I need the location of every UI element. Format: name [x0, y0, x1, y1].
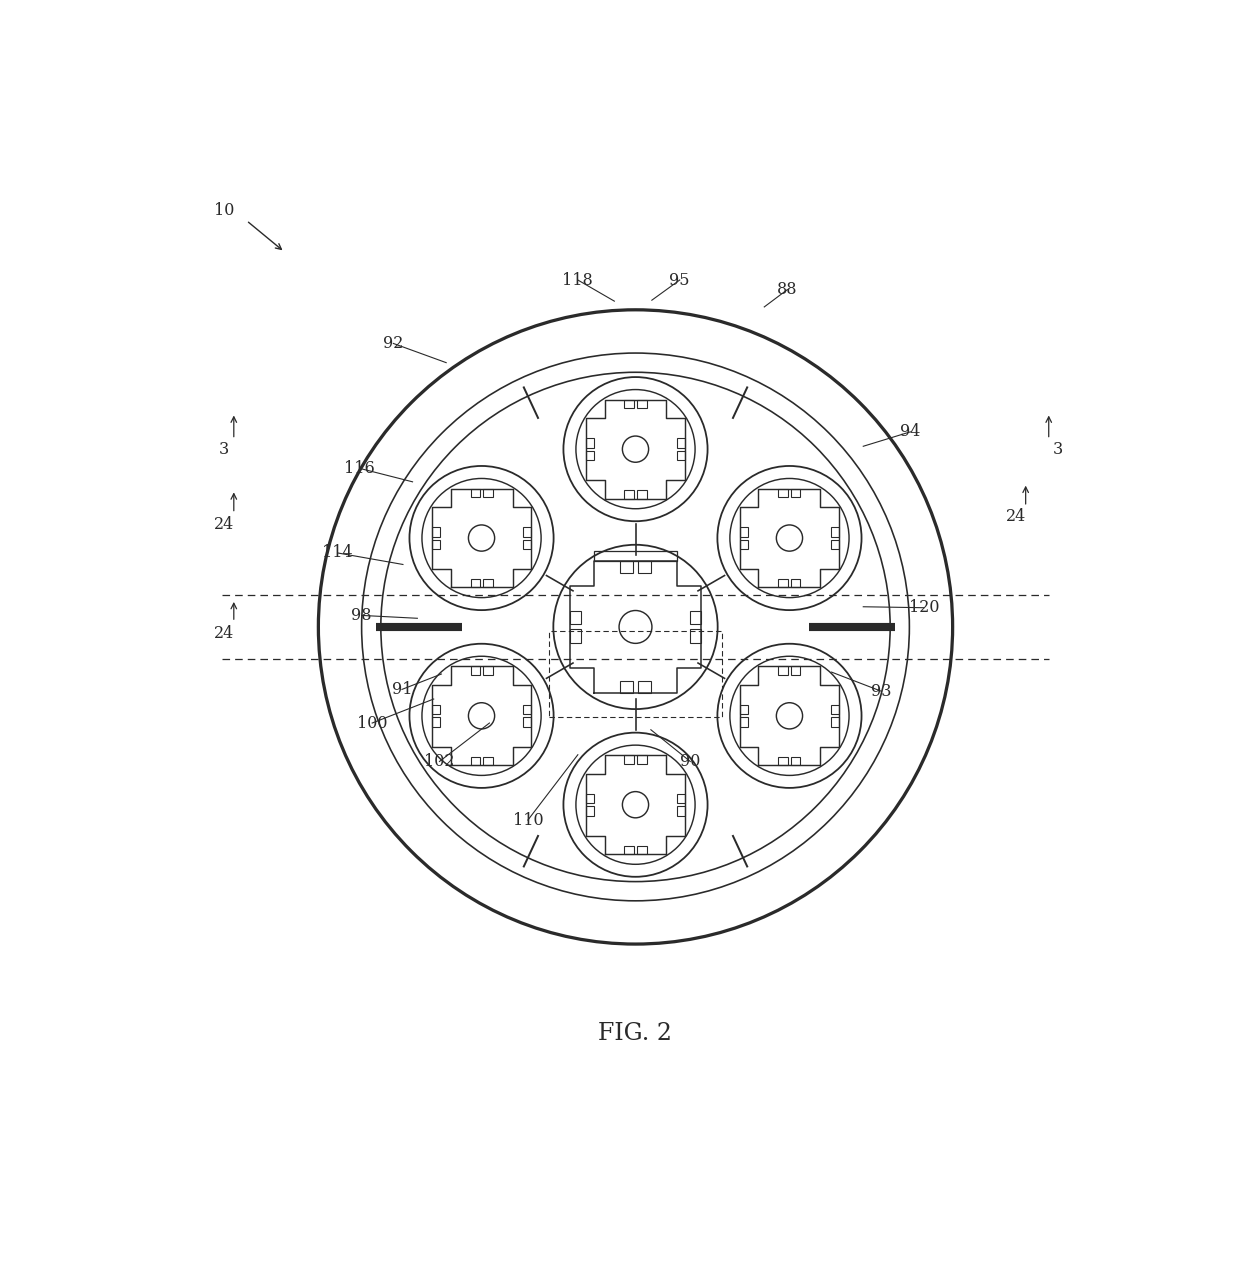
Bar: [484, 489, 492, 497]
Text: 3: 3: [219, 441, 229, 457]
Bar: [831, 705, 839, 714]
Bar: [470, 667, 480, 674]
Bar: [740, 718, 749, 726]
Bar: [522, 527, 531, 536]
Bar: [432, 527, 440, 536]
Bar: [569, 630, 582, 643]
Bar: [689, 611, 702, 625]
Text: 93: 93: [872, 683, 892, 700]
Text: 3: 3: [1053, 441, 1064, 457]
Text: 91: 91: [392, 681, 412, 698]
Text: FIG. 2: FIG. 2: [599, 1022, 672, 1045]
Bar: [625, 756, 634, 763]
Text: 98: 98: [351, 607, 372, 624]
Bar: [625, 490, 634, 499]
Bar: [637, 490, 646, 499]
Bar: [779, 667, 787, 674]
Bar: [470, 489, 480, 497]
Bar: [637, 846, 646, 855]
Text: 95: 95: [670, 272, 689, 288]
Bar: [831, 718, 839, 726]
Bar: [620, 561, 634, 573]
Bar: [625, 846, 634, 855]
Bar: [677, 806, 684, 815]
Bar: [779, 489, 787, 497]
Bar: [791, 489, 801, 497]
Text: 24: 24: [215, 625, 234, 643]
Bar: [620, 681, 634, 692]
Bar: [587, 806, 594, 815]
Bar: [637, 681, 651, 692]
Bar: [677, 794, 684, 803]
Text: 102: 102: [424, 753, 455, 770]
Bar: [740, 705, 749, 714]
Bar: [637, 756, 646, 763]
Bar: [740, 527, 749, 536]
Bar: [740, 540, 749, 549]
Text: 120: 120: [909, 599, 939, 616]
Bar: [522, 718, 531, 726]
Bar: [625, 400, 634, 408]
Text: 90: 90: [680, 753, 701, 770]
Text: 10: 10: [215, 202, 234, 220]
Text: 88: 88: [777, 281, 797, 298]
Bar: [677, 438, 684, 447]
Bar: [432, 718, 440, 726]
Bar: [831, 527, 839, 536]
Text: 118: 118: [563, 272, 593, 288]
Bar: [484, 579, 492, 588]
Bar: [637, 400, 646, 408]
Bar: [470, 757, 480, 766]
Bar: [484, 667, 492, 674]
Bar: [587, 794, 594, 803]
Text: 114: 114: [322, 545, 353, 561]
Bar: [432, 705, 440, 714]
Bar: [549, 631, 722, 718]
Bar: [791, 579, 801, 588]
Bar: [791, 667, 801, 674]
Bar: [587, 451, 594, 460]
Text: 116: 116: [345, 460, 374, 476]
Text: 94: 94: [900, 423, 920, 441]
Bar: [779, 757, 787, 766]
Text: 24: 24: [1006, 508, 1027, 525]
Text: 24: 24: [215, 516, 234, 532]
Bar: [831, 540, 839, 549]
Bar: [689, 630, 702, 643]
Bar: [587, 438, 594, 447]
Bar: [569, 611, 582, 625]
Bar: [677, 451, 684, 460]
Bar: [470, 579, 480, 588]
Text: 100: 100: [357, 715, 387, 732]
Bar: [484, 757, 492, 766]
Bar: [522, 705, 531, 714]
Bar: [779, 579, 787, 588]
Bar: [594, 550, 677, 561]
Bar: [432, 540, 440, 549]
Bar: [522, 540, 531, 549]
Text: 92: 92: [383, 335, 403, 352]
Bar: [637, 561, 651, 573]
Bar: [791, 757, 801, 766]
Text: 110: 110: [512, 812, 543, 828]
